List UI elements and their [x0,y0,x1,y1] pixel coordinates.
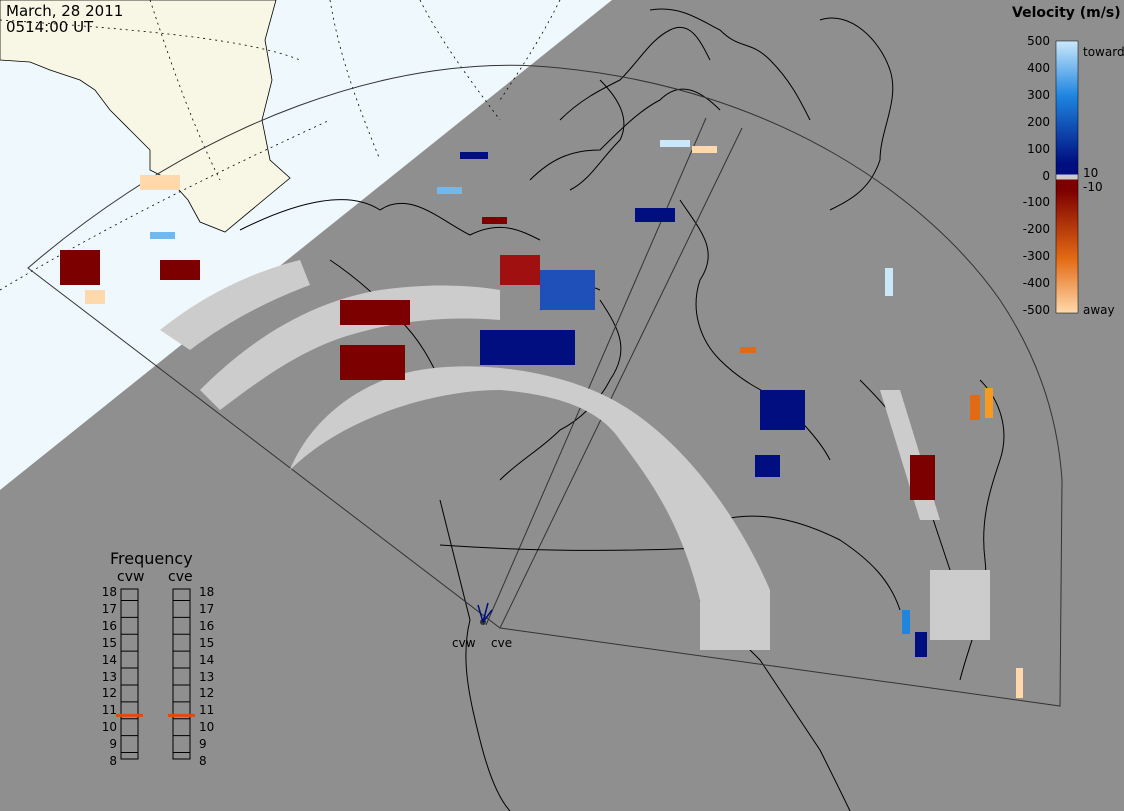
frequency-tick-label: 13 [101,669,117,684]
colorbar-tick-label: -300 [1022,249,1050,264]
scatter-cells [60,140,1023,698]
frequency-tick-label: 8 [199,754,207,768]
frequency-radar-label-cvw: cvw [117,569,145,585]
colorbar-away-label: away [1083,303,1115,317]
frequency-tick-label: 16 [101,618,117,633]
colorbar-tick-label: 500 [1027,34,1050,48]
frequency-tick-label: 15 [199,635,215,650]
time-label: 0514:00 UT [6,18,94,36]
frequency-tick-label: 14 [101,652,117,667]
frequency-tick-label: 15 [101,635,117,650]
frequency-tick-label: 12 [199,686,215,701]
frequency-title: Frequency [110,549,193,568]
frequency-tick-label: 17 [199,601,215,616]
colorbar-tick-label: -100 [1022,195,1050,210]
frequency-tick-label: 11 [199,703,215,718]
frequency-tick-label: 16 [199,618,215,633]
colorbar-toward-label: toward [1083,45,1124,59]
frequency-tick-label: 11 [101,703,117,718]
frequency-tick-label: 13 [199,669,215,684]
frequency-tick-label: 10 [101,720,117,735]
fov-outline [27,64,1063,707]
frequency-tick-label: 9 [199,737,207,752]
frequency-tick-label: 17 [101,601,117,616]
colorbar-tick-label: -200 [1022,222,1050,237]
colorbar-tick-label: 0 [1042,168,1050,183]
date-label: March, 28 2011 [6,2,124,20]
frequency-tick-label: 14 [199,652,215,667]
colorbar-inner-tick-neg: -10 [1083,180,1103,194]
frequency-tick-label: 8 [109,754,117,768]
colorbar-tick-label: -500 [1022,303,1050,317]
frequency-panel [116,588,195,760]
colorbar-title: Velocity (m/s) [1012,5,1121,21]
graticule [0,0,561,291]
frequency-tick-label: 9 [109,737,117,752]
colorbar-tick-label: 100 [1027,141,1050,156]
colorbar-inner-tick-pos: 10 [1083,166,1099,180]
colorbar-tick-label: -400 [1022,276,1050,291]
colorbar-tick-label: 400 [1027,60,1050,75]
frequency-radar-label-cve: cve [168,569,193,585]
colorbar-tick-label: 300 [1027,87,1050,102]
colorbar-tick-label: 200 [1027,114,1050,129]
frequency-tick-label: 18 [199,585,215,599]
frequency-tick-label: 12 [101,686,117,701]
radar-site-markers [477,602,493,625]
velocity-colorbar [1055,40,1079,314]
radar-site-label-cve: cve [491,636,513,650]
frequency-tick-label: 18 [101,585,117,599]
radar-site-label-cvw: cvw [452,636,476,650]
frequency-tick-label: 10 [199,720,215,735]
